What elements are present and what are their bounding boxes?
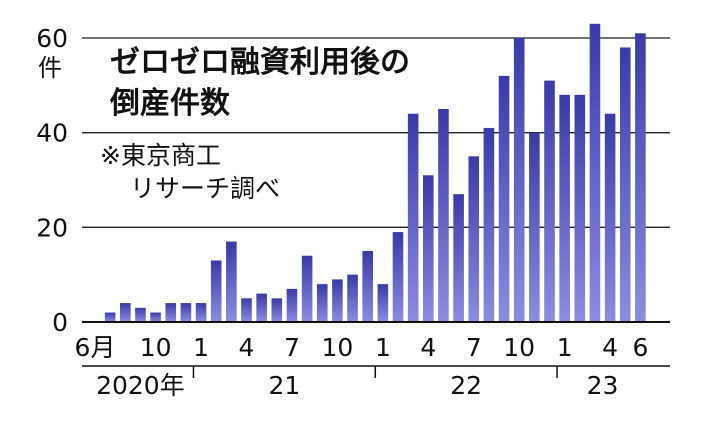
bars (104, 23, 646, 323)
bar-2023-04 (604, 113, 616, 322)
bar-2021-08 (301, 255, 313, 322)
bar-2022-07 (468, 156, 480, 322)
x-tick-label-2021-04: 4 (239, 333, 255, 362)
x-tick-label-2023-04: 4 (602, 333, 618, 362)
bar-2021-11 (347, 274, 358, 322)
bar-2022-10 (513, 38, 525, 322)
bar-2022-02 (392, 232, 404, 322)
bar-2021-10 (332, 279, 343, 322)
bar-2020-11 (165, 303, 177, 322)
bar-2020-10 (150, 312, 161, 322)
bar-2023-05 (619, 47, 631, 322)
year-label-22: 22 (450, 371, 482, 400)
bar-2022-08 (483, 127, 495, 323)
x-tick-label-2021-10: 10 (321, 333, 353, 362)
x-tick-label-2020-06: 6月 (75, 333, 116, 362)
bar-2023-06 (635, 33, 646, 323)
year-groups: 2020年 21 22 23 (96, 366, 618, 400)
x-tick-label-2020-10: 10 (140, 333, 172, 362)
x-tick-labels: 6月 10 1 4 7 10 1 4 7 10 1 4 6 (75, 333, 649, 362)
bar-2021-02 (210, 260, 222, 322)
bar-2022-11 (529, 132, 540, 322)
year-label-2020年: 2020年 (96, 371, 185, 400)
x-tick-label-2022-10: 10 (503, 333, 535, 362)
bar-2021-01 (195, 303, 207, 322)
y-tick-label-60: 60 (36, 24, 68, 53)
bar-2023-01 (559, 94, 570, 322)
bar-2020-12 (180, 303, 192, 322)
y-tick-label-40: 40 (36, 119, 68, 148)
bar-2021-09 (316, 284, 328, 322)
bar-2022-01 (377, 284, 389, 322)
x-tick-label-2022-01: 1 (375, 333, 391, 362)
bar-2021-07 (286, 288, 298, 322)
gridlines (82, 37, 670, 228)
y-unit-label: 件 (38, 54, 62, 82)
bar-2021-03 (226, 241, 237, 322)
chart-title-line-2: 倒産件数 (109, 86, 231, 121)
bar-2022-09 (498, 75, 510, 323)
bar-2021-04 (241, 298, 252, 322)
bar-2020-08 (120, 303, 131, 322)
bar-2022-04 (423, 175, 434, 322)
x-tick-label-2023-06: 6 (632, 333, 648, 362)
y-tick-label-20: 20 (36, 213, 68, 242)
year-label-23: 23 (587, 371, 619, 400)
bar-2021-05 (256, 293, 267, 322)
bar-2020-09 (135, 307, 146, 322)
bar-2022-03 (407, 113, 419, 322)
bar-2023-03 (589, 23, 601, 323)
bar-2021-06 (271, 298, 283, 322)
y-tick-label-0: 0 (52, 308, 68, 337)
x-tick-label-2022-07: 7 (466, 333, 482, 362)
bar-2020-07 (104, 312, 116, 322)
bar-2022-06 (453, 194, 464, 322)
x-tick-label-2021-07: 7 (284, 333, 300, 362)
x-tick-label-2021-01: 1 (193, 333, 209, 362)
x-tick-label-2022-04: 4 (420, 333, 436, 362)
bar-2022-12 (544, 80, 555, 322)
bar-2023-02 (574, 94, 586, 322)
bar-2022-05 (438, 109, 449, 322)
year-label-21: 21 (268, 371, 300, 400)
source-note-line-2: リサーチ調べ (130, 174, 280, 203)
y-tick-labels: 0 20 40 60 (36, 24, 68, 337)
bar-2021-12 (362, 251, 373, 322)
source-note-line-1: ※東京商工 (100, 141, 221, 170)
x-tick-label-2023-01: 1 (557, 333, 573, 362)
chart-title-line-1: ゼロゼロ融資利用後の (110, 45, 410, 80)
